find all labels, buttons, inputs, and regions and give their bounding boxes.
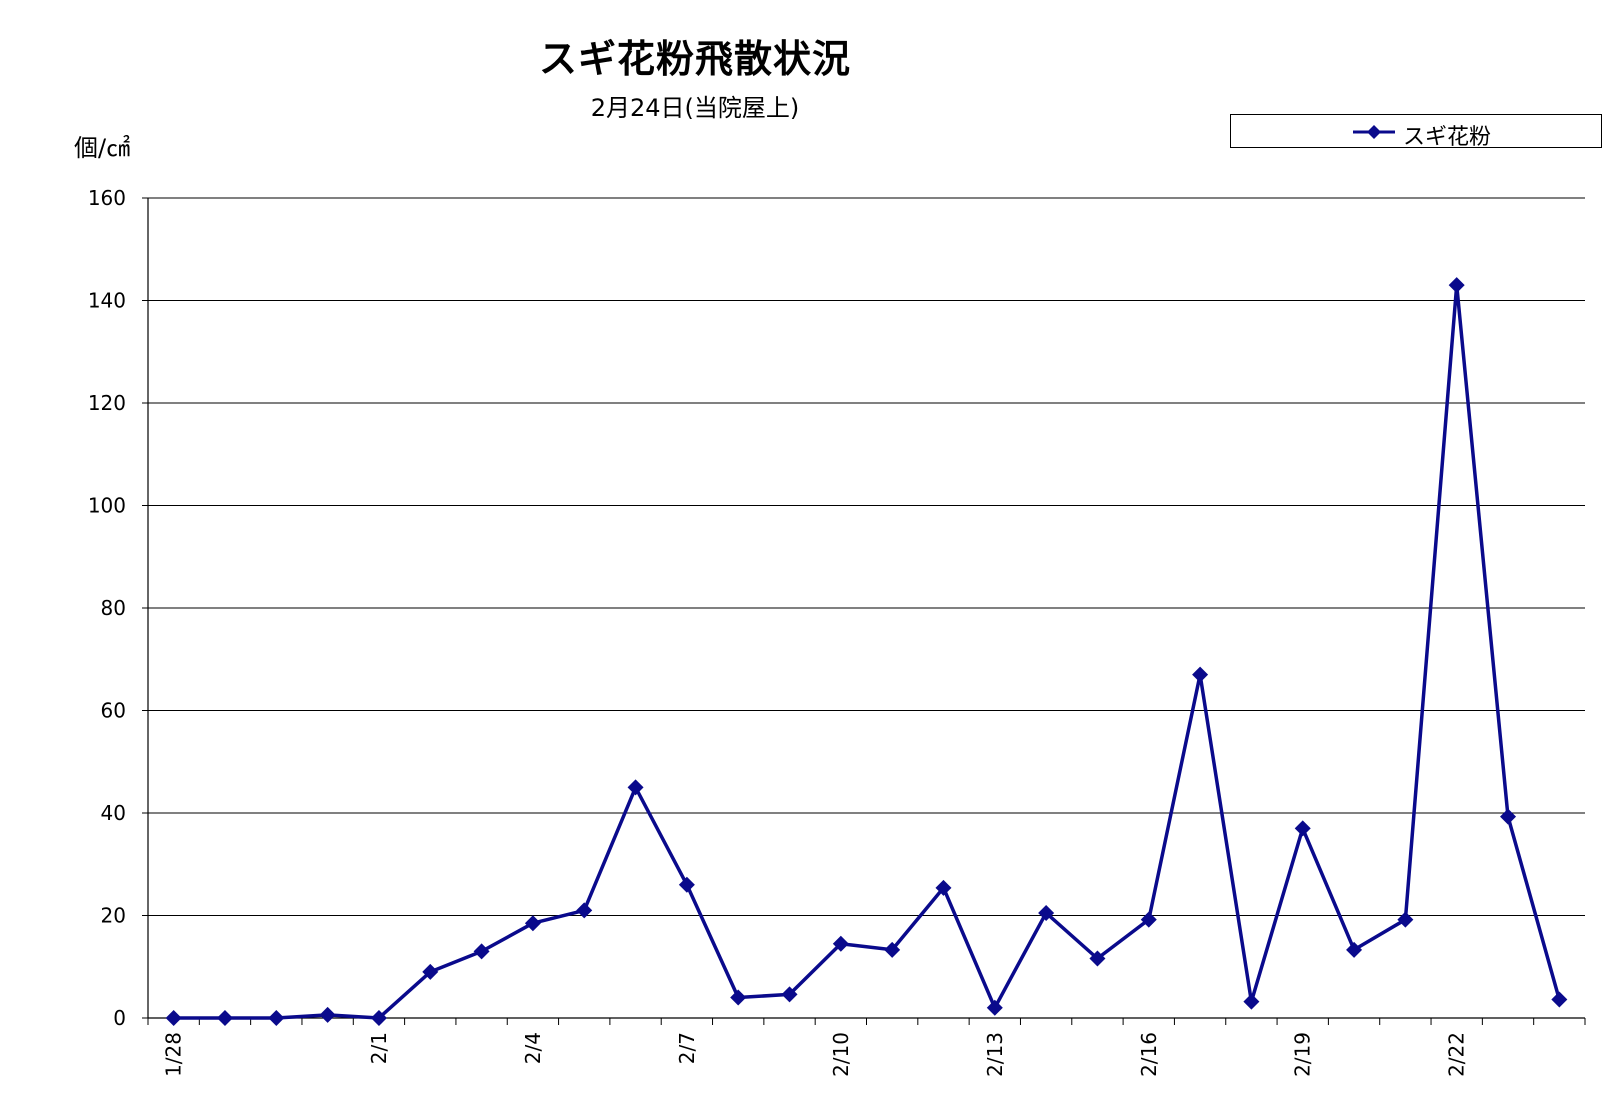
- legend: スギ花粉: [1230, 114, 1602, 150]
- x-tick-label-1-28: 1/28: [162, 1032, 186, 1077]
- x-tick-label-2-16: 2/16: [1137, 1032, 1161, 1077]
- data-point-2-13: [986, 999, 1003, 1016]
- legend-marker-icon: [1353, 125, 1395, 139]
- y-tick-label-0: 0: [113, 1006, 126, 1030]
- data-point-2-16: [1140, 911, 1157, 928]
- data-point-2-20: [1346, 941, 1363, 958]
- data-point-2-12: [935, 879, 952, 896]
- data-point-2-5: [576, 902, 593, 919]
- data-point-2-11: [884, 941, 901, 958]
- y-tick-label-80: 80: [101, 596, 126, 620]
- x-tick-label-2-4: 2/4: [521, 1032, 545, 1064]
- data-point-2-24: [1551, 991, 1568, 1008]
- data-point-1-30: [268, 1010, 285, 1026]
- data-point-2-7: [678, 876, 695, 893]
- y-axis-label: 個/㎠: [74, 134, 131, 162]
- data-point-2-9: [781, 986, 798, 1003]
- x-tick-label-2-10: 2/10: [829, 1032, 853, 1077]
- x-tick-label-2-22: 2/22: [1445, 1032, 1469, 1077]
- data-point-2-23: [1500, 808, 1517, 825]
- data-point-2-8: [730, 989, 747, 1006]
- data-point-2-14: [1038, 904, 1055, 921]
- y-tick-label-160: 160: [88, 186, 126, 210]
- y-tick-label-40: 40: [101, 801, 126, 825]
- data-point-2-2: [422, 963, 439, 980]
- data-point-2-18: [1243, 993, 1260, 1010]
- data-point-2-15: [1089, 950, 1106, 967]
- data-point-1-29: [216, 1010, 233, 1026]
- data-point-2-17: [1192, 666, 1209, 683]
- data-point-2-6: [627, 779, 644, 796]
- x-tick-label-2-19: 2/19: [1291, 1032, 1315, 1077]
- data-point-2-1: [370, 1010, 387, 1026]
- data-point-2-10: [832, 935, 849, 952]
- series-line-0: [173, 283, 1561, 1020]
- data-point-2-19: [1294, 820, 1311, 837]
- y-tick-label-20: 20: [101, 904, 126, 928]
- chart-title: スギ花粉飛散状況: [538, 37, 851, 81]
- y-tick-label-100: 100: [88, 494, 126, 518]
- y-tick-label-120: 120: [88, 391, 126, 415]
- x-tick-label-2-1: 2/1: [367, 1032, 391, 1064]
- y-tick-label-60: 60: [101, 699, 126, 723]
- x-tick-label-2-7: 2/7: [675, 1032, 699, 1064]
- legend-label: スギ花粉: [1403, 125, 1492, 150]
- data-point-2-4: [524, 915, 541, 932]
- data-point-2-3: [473, 943, 490, 960]
- data-point-2-22: [1448, 277, 1465, 294]
- y-tick-label-140: 140: [88, 289, 126, 313]
- data-point-1-28: [165, 1010, 182, 1026]
- data-point-2-21: [1397, 911, 1414, 928]
- chart-subtitle: 2月24日(当院屋上): [590, 94, 800, 122]
- data-point-1-31: [319, 1006, 336, 1023]
- x-tick-label-2-13: 2/13: [983, 1032, 1007, 1077]
